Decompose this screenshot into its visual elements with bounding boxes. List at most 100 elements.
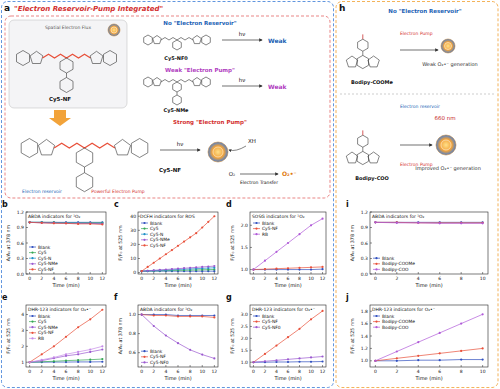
chart-title: ABDA indicators for ¹O₂ (28, 214, 81, 219)
arrow (240, 174, 278, 175)
point (165, 314, 167, 316)
x-tick-label: 12 (99, 276, 105, 281)
legend-line (29, 316, 36, 317)
point (65, 222, 67, 224)
arrow (222, 86, 262, 87)
y-tick (250, 314, 252, 315)
structure (144, 77, 211, 105)
point (252, 361, 254, 363)
series-line (30, 222, 103, 224)
x-tick (190, 365, 191, 367)
y-tick-label: 1.5 (241, 348, 248, 353)
point (207, 265, 209, 267)
legend-label: Bodipy-COOMe (382, 261, 415, 266)
y-axis-label: F/F₀ at 525 nm (230, 225, 235, 261)
x-tick (375, 365, 376, 367)
legend-label: Cy5-NMe (38, 261, 58, 266)
legend-label: Cy5-N (38, 256, 51, 261)
label: O₂ (229, 171, 236, 177)
x-tick-label: 6 (438, 369, 441, 374)
y-tick-label: 2.0 (241, 223, 248, 228)
legend-label: Cy5-NF0 (262, 325, 281, 330)
x-tick-label: 10 (87, 369, 93, 374)
ring (368, 152, 379, 163)
point (321, 310, 323, 312)
legend-label: Cy5 (38, 319, 47, 324)
y-tick (370, 336, 372, 337)
y-tick-label: 0.8 (129, 331, 136, 336)
y-axis-label: F/F₀ at 525 nm (350, 318, 355, 354)
x-tick (102, 272, 103, 274)
chart: f0.60.81.0024681012Time (min)A/A₀ at 378… (114, 293, 218, 381)
label: Improved O₂•⁻ generation (415, 165, 481, 172)
point (53, 357, 55, 359)
y-tick-label: 0.9 (361, 225, 368, 230)
structure (17, 51, 117, 93)
x-tick-label: 0 (140, 276, 143, 281)
legend-marker (375, 257, 377, 259)
y-tick-label: 1.0 (241, 360, 248, 365)
legend-marker (143, 233, 145, 235)
point (298, 357, 300, 359)
point (101, 345, 103, 347)
point (275, 268, 277, 270)
x-tick (311, 365, 312, 367)
chart-title: SOSG indicators for ¹O₂ (252, 214, 305, 219)
y-tick-label: 1.5 (241, 245, 248, 250)
point (153, 262, 155, 264)
panel-letter: b (2, 200, 8, 209)
x-axis-label: Time (min) (163, 375, 191, 381)
x-axis-label: Time (min) (414, 282, 442, 288)
point (374, 360, 376, 362)
point (141, 313, 143, 315)
legend-line (253, 321, 260, 322)
point (482, 358, 484, 360)
y-tick-label: 1.0 (361, 358, 368, 363)
point (177, 245, 179, 247)
point (29, 221, 31, 223)
point (153, 269, 155, 271)
point (439, 352, 441, 354)
legend-label: Cy5-NF (38, 267, 54, 272)
legend-marker (143, 222, 145, 224)
y-tick-label: 0.3 (361, 256, 368, 261)
x-tick (214, 272, 215, 274)
point (460, 350, 462, 352)
legend-label: Cy5-NMe (150, 237, 170, 242)
x-tick (53, 365, 54, 367)
legend-line (29, 321, 36, 322)
legend-line (29, 263, 36, 264)
ring (17, 51, 30, 66)
legend-marker (31, 315, 33, 317)
structure (346, 34, 379, 68)
legend-marker (143, 228, 145, 230)
x-tick (141, 365, 142, 367)
title: "Electron Reservoir-Pump Integrated" (14, 5, 163, 13)
data-layer (374, 313, 483, 362)
y-axis-label: F/F₀ at 525 nm (118, 225, 123, 261)
y-tick-label: 30 (130, 228, 136, 233)
ring (368, 56, 379, 67)
point (275, 268, 277, 270)
legend-line (141, 245, 148, 246)
point (147, 270, 149, 272)
legend-line (29, 327, 36, 328)
point (460, 222, 462, 224)
panel-letter: g (226, 293, 232, 302)
y-tick (370, 258, 372, 259)
point (141, 270, 143, 272)
x-tick-label: 10 (480, 369, 486, 374)
series-line (142, 315, 215, 359)
legend-label: Cy5-NF0 (150, 360, 169, 365)
y-tick-label: 10 (130, 256, 136, 261)
chart-title: DHR-123 indicators for O₂•⁻ (372, 307, 436, 312)
plot-frame (370, 305, 488, 367)
legend-marker (255, 321, 257, 323)
y-tick-label: 1 (21, 360, 24, 365)
legend-label: Blank (150, 221, 163, 226)
legend-label: Blank (38, 314, 51, 319)
label: O₂•⁻ (282, 170, 297, 177)
ring (358, 39, 368, 51)
molecule-label: Bodipy-COOMe (351, 79, 394, 86)
panel-letter: e (2, 293, 8, 302)
